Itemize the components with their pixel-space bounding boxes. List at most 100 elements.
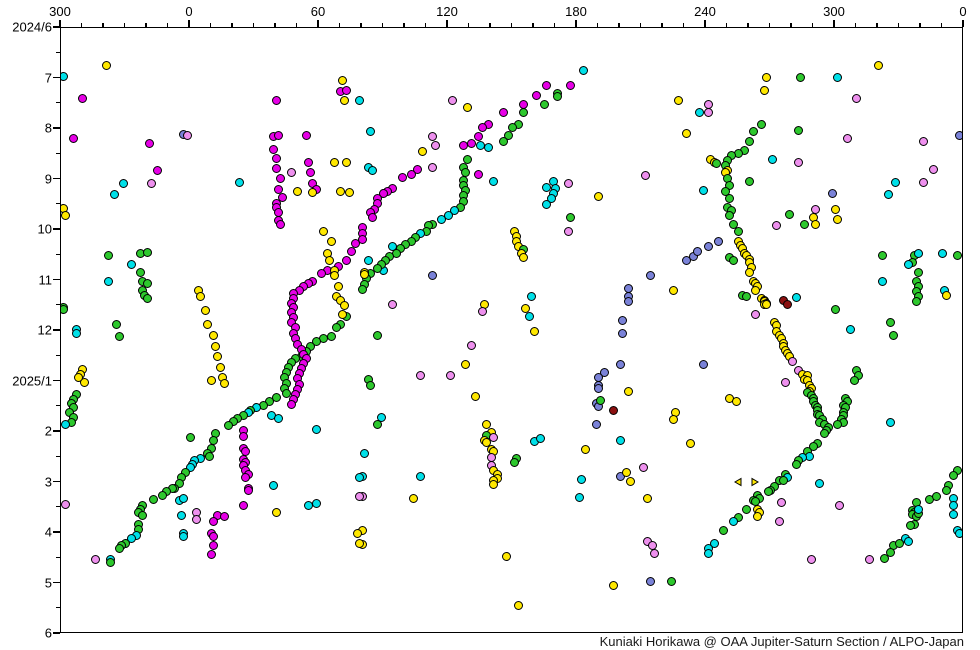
data-point [852, 93, 861, 103]
data-point [787, 357, 797, 367]
y-minor-tick [56, 455, 60, 457]
y-minor-tick [56, 253, 60, 255]
data-point [209, 540, 219, 550]
data-point [761, 73, 771, 83]
data-point [112, 320, 122, 330]
data-point [877, 276, 887, 286]
y-axis-label: 2 [44, 423, 52, 439]
data-point [207, 550, 216, 560]
data-point [209, 517, 219, 527]
x-axis-label: 180 [565, 4, 587, 19]
x-major-tick [317, 20, 319, 27]
data-point [948, 510, 958, 520]
data-point [712, 159, 722, 169]
x-minor-tick [274, 23, 276, 27]
data-point [753, 512, 763, 522]
data-point [103, 251, 113, 261]
x-major-tick [833, 20, 835, 27]
y-major-tick [53, 177, 60, 180]
data-point [535, 433, 545, 443]
data-point [531, 90, 541, 100]
data-point [669, 415, 679, 425]
data-point [355, 538, 365, 548]
y-major-tick [53, 531, 60, 533]
data-point [903, 536, 913, 546]
x-minor-tick [940, 23, 943, 27]
data-point [518, 108, 528, 118]
data-point [525, 312, 535, 322]
data-point [503, 130, 513, 140]
x-minor-tick [682, 23, 685, 27]
data-point [948, 500, 958, 510]
y-major-tick [53, 127, 60, 129]
data-point [748, 126, 758, 136]
y-major-tick [53, 26, 60, 28]
data-point [271, 154, 281, 164]
data-point [578, 66, 588, 76]
x-minor-tick [768, 23, 771, 27]
data-point [830, 205, 840, 215]
x-minor-tick [747, 23, 749, 27]
data-point [185, 432, 195, 442]
data-point [699, 185, 709, 195]
data-point [510, 458, 520, 468]
data-point [731, 396, 741, 406]
data-point [445, 371, 455, 381]
data-point [415, 371, 425, 381]
data-point [886, 318, 896, 328]
y-axis-label: 4 [44, 524, 52, 540]
data-point [342, 256, 352, 266]
data-point [144, 138, 154, 148]
data-point [621, 468, 631, 478]
data-point [325, 256, 335, 266]
data-point [430, 140, 440, 150]
data-point [157, 490, 167, 500]
data-point [673, 95, 683, 105]
credit-caption: Kuniaki Horikawa @ OAA Jupiter-Saturn Se… [599, 634, 964, 649]
data-point [703, 108, 713, 118]
data-point [888, 330, 898, 340]
data-point [127, 260, 137, 270]
y-minor-tick [56, 51, 60, 53]
data-point [473, 170, 483, 180]
x-major-tick [575, 20, 577, 27]
data-point [312, 425, 322, 435]
data-point [473, 131, 483, 141]
x-minor-tick [360, 23, 362, 27]
data-point [617, 328, 627, 338]
data-point [742, 291, 752, 301]
data-point [329, 271, 339, 281]
data-point [61, 211, 70, 221]
data-point [903, 260, 913, 270]
data-point [905, 521, 915, 531]
y-major-tick [53, 480, 60, 483]
data-point [368, 213, 378, 223]
data-point [460, 360, 470, 370]
data-point [609, 580, 619, 590]
data-point [955, 130, 962, 140]
x-minor-tick [811, 23, 814, 27]
data-point [176, 511, 186, 521]
x-minor-tick [510, 23, 513, 27]
data-point [437, 215, 447, 225]
data-point [200, 306, 210, 316]
data-point [750, 496, 760, 506]
data-point [312, 498, 322, 508]
x-minor-tick [295, 23, 298, 27]
data-point [641, 171, 651, 181]
data-point [811, 220, 821, 230]
data-point [750, 285, 760, 295]
y-minor-tick [56, 506, 60, 508]
y-major-tick [53, 278, 60, 281]
data-point [499, 108, 509, 118]
data-point [241, 473, 251, 483]
x-major-tick [59, 20, 61, 27]
data-point [138, 511, 148, 521]
data-point [293, 186, 302, 196]
data-point [215, 363, 225, 373]
data-point [710, 538, 720, 548]
data-point [114, 543, 124, 553]
x-minor-tick [102, 23, 104, 27]
data-point [372, 330, 382, 340]
